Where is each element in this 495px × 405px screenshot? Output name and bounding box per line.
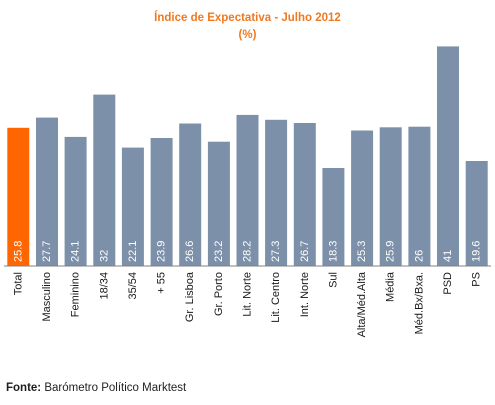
tick-label-16: PS xyxy=(471,272,483,287)
tick-label-9: Lit. Centro xyxy=(270,272,282,323)
bar-11 xyxy=(322,168,345,266)
tick-label-6: Gr. Lisboa xyxy=(184,271,196,322)
bar-10 xyxy=(293,123,316,266)
data-label-8: 28.2 xyxy=(242,241,254,262)
bar-5 xyxy=(150,138,173,266)
data-label-12: 25.3 xyxy=(356,241,368,262)
data-label-9: 27.3 xyxy=(270,241,282,262)
bar-14 xyxy=(408,126,431,266)
data-label-4: 22.1 xyxy=(127,241,139,262)
data-label-2: 24.1 xyxy=(70,241,82,262)
bar-6 xyxy=(179,123,202,266)
tick-label-11: Sul xyxy=(327,272,339,288)
bar-15 xyxy=(437,46,459,267)
bar-4 xyxy=(121,147,144,266)
bar-3 xyxy=(93,94,116,266)
bar-1 xyxy=(36,117,58,266)
data-label-6: 26.6 xyxy=(184,241,196,262)
source-label: Fonte: xyxy=(6,382,42,394)
tick-label-8: Lit. Norte xyxy=(242,272,254,317)
tick-label-1: Masculino xyxy=(41,272,53,322)
chart-subtitle: (%) xyxy=(238,29,257,41)
data-label-16: 19.6 xyxy=(471,241,483,262)
tick-label-13: Média xyxy=(385,271,397,302)
tick-label-12: Alta/Méd.Alta xyxy=(356,271,368,337)
data-label-11: 18.3 xyxy=(327,241,339,262)
tick-label-10: Int. Norte xyxy=(299,272,311,317)
bar-0 xyxy=(7,127,30,266)
bar-13 xyxy=(379,127,402,266)
data-label-5: 23.9 xyxy=(156,241,168,262)
source-text: Barómetro Político Marktest xyxy=(44,382,187,394)
source-note: Fonte: Barómetro Político Marktest xyxy=(6,382,186,394)
data-label-14: 26 xyxy=(413,250,425,262)
tick-label-0: Total xyxy=(12,272,24,295)
tick-label-5: + 55 xyxy=(156,272,168,294)
bar-2 xyxy=(64,136,87,266)
bar-8 xyxy=(236,114,259,267)
tick-label-4: 35/54 xyxy=(127,272,139,300)
tick-label-15: PSD xyxy=(442,272,454,295)
tick-label-14: Méd.Bx/Bxa. xyxy=(413,272,425,334)
data-label-10: 26.7 xyxy=(299,241,311,262)
bar-9 xyxy=(265,119,288,267)
data-label-0: 25.8 xyxy=(12,241,24,262)
data-label-13: 25.9 xyxy=(385,241,397,262)
tick-label-7: Gr. Porto xyxy=(213,272,225,316)
tick-label-3: 18/34 xyxy=(98,272,110,300)
data-label-15: 41 xyxy=(442,250,454,262)
data-label-7: 23.2 xyxy=(213,241,225,262)
bar-16 xyxy=(465,161,488,266)
data-label-3: 32 xyxy=(98,250,110,262)
chart-title: Índice de Expectativa - Julho 2012 xyxy=(154,12,341,24)
tick-label-2: Feminino xyxy=(70,272,82,317)
data-label-1: 27.7 xyxy=(41,241,53,262)
bar-12 xyxy=(351,130,374,266)
bar-7 xyxy=(207,141,230,266)
